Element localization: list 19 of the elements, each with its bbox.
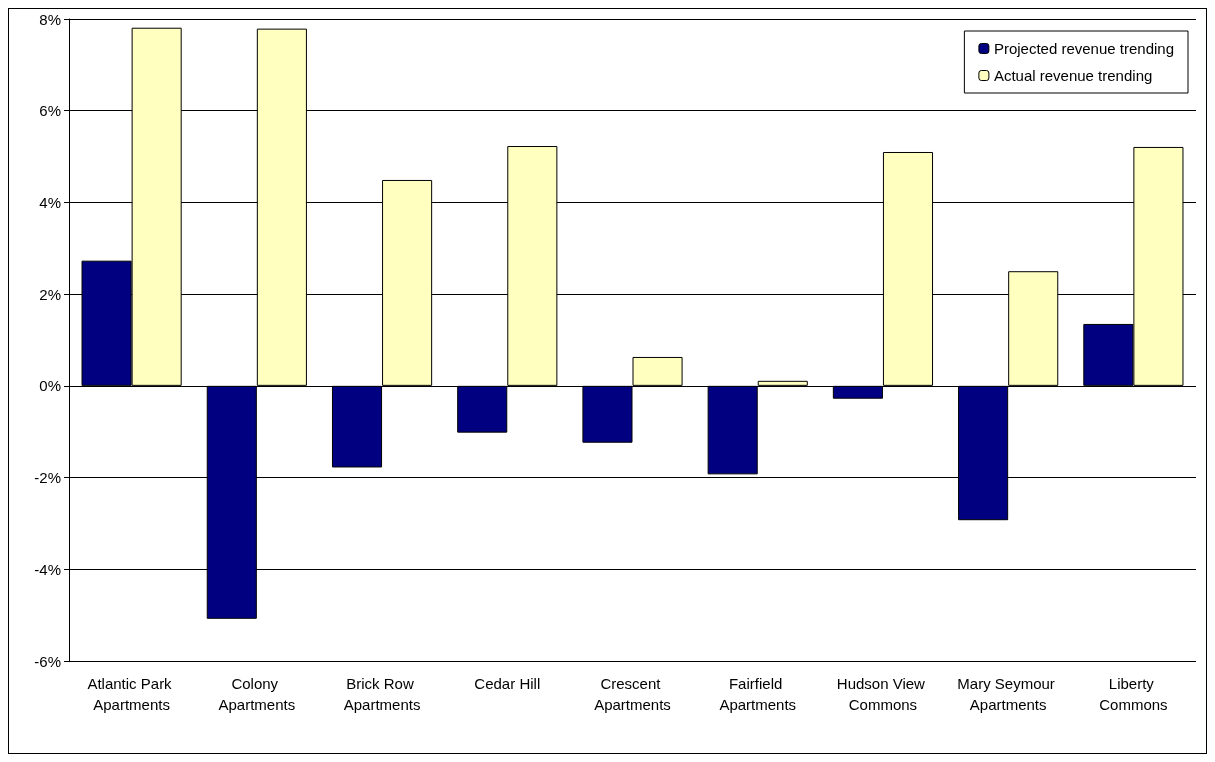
x-tick-label: Crescent Apartments bbox=[594, 675, 671, 713]
x-tick-label: Hudson View Commons bbox=[836, 675, 930, 713]
y-tick-label: -4% bbox=[34, 560, 61, 578]
x-tick-label: Mary Seymour Apartments bbox=[957, 675, 1060, 713]
legend-label: Projected revenue trending bbox=[993, 40, 1175, 57]
x-tick-label: Brick Row Apartments bbox=[343, 675, 421, 713]
y-tick-label: 4% bbox=[39, 193, 61, 211]
x-tick-label: Fairfield Apartments bbox=[719, 675, 797, 713]
x-tick-label: Liberty Commons bbox=[1099, 675, 1168, 713]
y-tick-label: 6% bbox=[39, 102, 61, 120]
x-tick-label: Atlantic Park Apartments bbox=[87, 675, 176, 713]
y-tick-label: -2% bbox=[34, 469, 61, 487]
x-tick-label: Cedar Hill bbox=[474, 675, 541, 692]
y-tick-label: 8% bbox=[39, 10, 61, 28]
y-tick-label: 2% bbox=[39, 285, 61, 303]
y-tick-label: 0% bbox=[39, 377, 61, 395]
x-tick-label: Colony Apartments bbox=[218, 675, 296, 713]
legend-label: Actual revenue trending bbox=[993, 67, 1153, 84]
y-tick-label: -6% bbox=[34, 652, 61, 670]
